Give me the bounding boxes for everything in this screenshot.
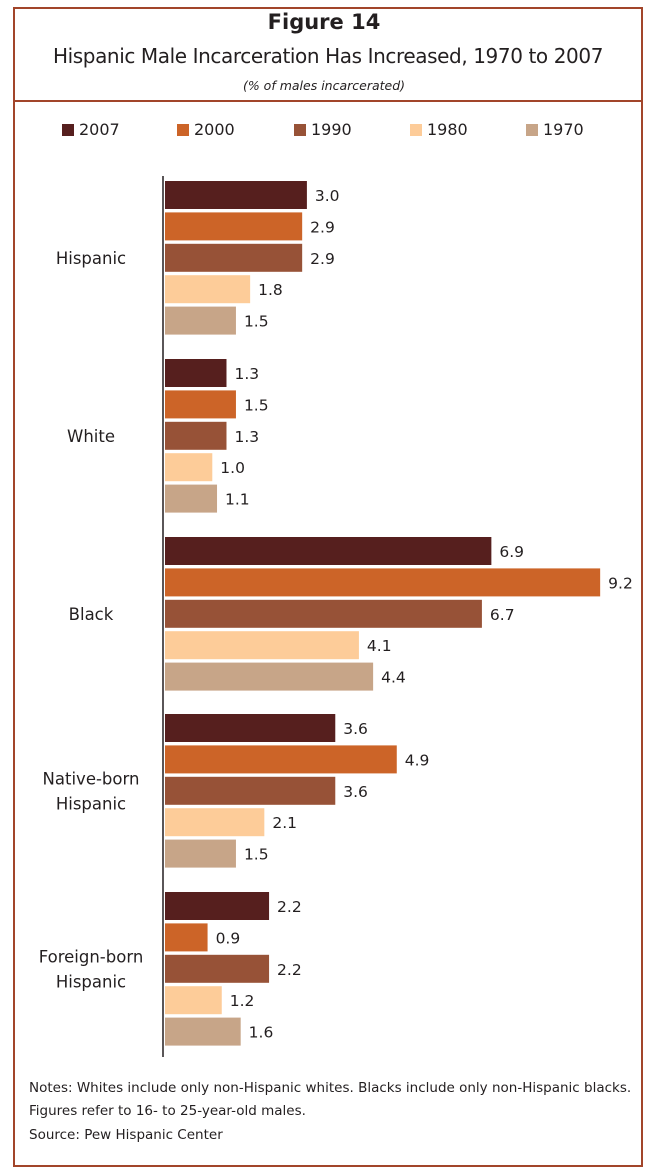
legend-swatch-2007 <box>62 124 74 136</box>
title-divider <box>13 100 643 102</box>
value-label-hispanic-1980: 1.8 <box>258 281 283 299</box>
bar-black-1980 <box>165 631 359 660</box>
figure-label: Figure 14 <box>267 10 381 34</box>
legend-swatch-1990 <box>294 124 306 136</box>
bar-foreign-born-hispanic-2007 <box>165 892 270 920</box>
legend-label-1990: 1990 <box>311 120 352 139</box>
value-label-black-2007: 6.9 <box>499 543 524 561</box>
legend-label-1970: 1970 <box>543 120 584 139</box>
bar-native-born-hispanic-2000 <box>165 745 397 774</box>
bar-hispanic-2007 <box>165 181 307 209</box>
category-label-foreign-born-hispanic: Foreign-born Hispanic <box>39 947 144 991</box>
legend-label-2000: 2000 <box>194 120 235 139</box>
category-label-native-born-hispanic: Native-born Hispanic <box>43 769 140 813</box>
bar-hispanic-1970 <box>165 306 236 335</box>
bar-white-1980 <box>165 453 213 482</box>
bar-native-born-hispanic-2007 <box>165 714 336 742</box>
value-label-hispanic-1990: 2.9 <box>310 250 335 268</box>
value-label-native-born-hispanic-1990: 3.6 <box>343 783 368 801</box>
value-label-foreign-born-hispanic-1980: 1.2 <box>230 992 255 1010</box>
value-label-native-born-hispanic-2000: 4.9 <box>405 751 430 769</box>
bar-foreign-born-hispanic-2000 <box>165 923 208 952</box>
bar-black-1990 <box>165 599 482 628</box>
bar-foreign-born-hispanic-1980 <box>165 986 222 1015</box>
category-label-black: Black <box>69 605 114 624</box>
bar-native-born-hispanic-1980 <box>165 808 265 837</box>
value-label-black-1970: 4.4 <box>381 669 406 687</box>
chart-source: Source: Pew Hispanic Center <box>29 1127 223 1143</box>
legend-swatch-1970 <box>526 124 538 136</box>
bar-white-2000 <box>165 390 236 419</box>
value-label-white-2000: 1.5 <box>244 396 269 414</box>
legend-label-1980: 1980 <box>427 120 468 139</box>
chart-notes: Notes: Whites include only non-Hispanic … <box>29 1080 632 1119</box>
value-label-white-1970: 1.1 <box>225 491 250 509</box>
legend-swatch-2000 <box>177 124 189 136</box>
legend: 2007 2000 1990 1980 1970 <box>62 119 622 141</box>
value-label-white-1990: 1.3 <box>234 428 259 446</box>
bar-white-1970 <box>165 484 218 513</box>
value-label-hispanic-2007: 3.0 <box>315 187 340 205</box>
value-label-hispanic-1970: 1.5 <box>244 313 269 331</box>
bar-native-born-hispanic-1990 <box>165 776 336 805</box>
value-label-foreign-born-hispanic-1970: 1.6 <box>249 1024 274 1042</box>
value-label-white-2007: 1.3 <box>234 365 259 383</box>
bar-foreign-born-hispanic-1970 <box>165 1017 241 1046</box>
value-label-foreign-born-hispanic-2000: 0.9 <box>216 929 241 947</box>
value-label-white-1980: 1.0 <box>220 459 245 477</box>
bar-black-2007 <box>165 537 492 565</box>
value-label-hispanic-2000: 2.9 <box>310 218 335 236</box>
bar-hispanic-1990 <box>165 243 303 272</box>
bar-native-born-hispanic-1970 <box>165 839 236 868</box>
bar-white-2007 <box>165 359 227 387</box>
value-label-native-born-hispanic-1970: 1.5 <box>244 846 269 864</box>
chart-subtitle: (% of males incarcerated) <box>242 78 406 93</box>
value-label-foreign-born-hispanic-2007: 2.2 <box>277 898 302 916</box>
bar-hispanic-2000 <box>165 212 303 241</box>
bar-hispanic-1980 <box>165 275 251 304</box>
bar-white-1990 <box>165 421 227 450</box>
value-label-native-born-hispanic-1980: 2.1 <box>272 814 297 832</box>
bar-foreign-born-hispanic-1990 <box>165 954 270 983</box>
value-label-black-1980: 4.1 <box>367 637 392 655</box>
value-label-black-1990: 6.7 <box>490 606 515 624</box>
category-label-hispanic: Hispanic <box>56 249 126 268</box>
legend-swatch-1980 <box>410 124 422 136</box>
legend-label-2007: 2007 <box>79 120 120 139</box>
bar-black-2000 <box>165 568 601 597</box>
bar-black-1970 <box>165 662 374 691</box>
value-label-native-born-hispanic-2007: 3.6 <box>343 720 368 738</box>
value-label-foreign-born-hispanic-1990: 2.2 <box>277 961 302 979</box>
category-label-white: White <box>67 427 115 446</box>
chart-title: Hispanic Male Incarceration Has Increase… <box>52 44 604 68</box>
value-label-black-2000: 9.2 <box>608 574 633 592</box>
